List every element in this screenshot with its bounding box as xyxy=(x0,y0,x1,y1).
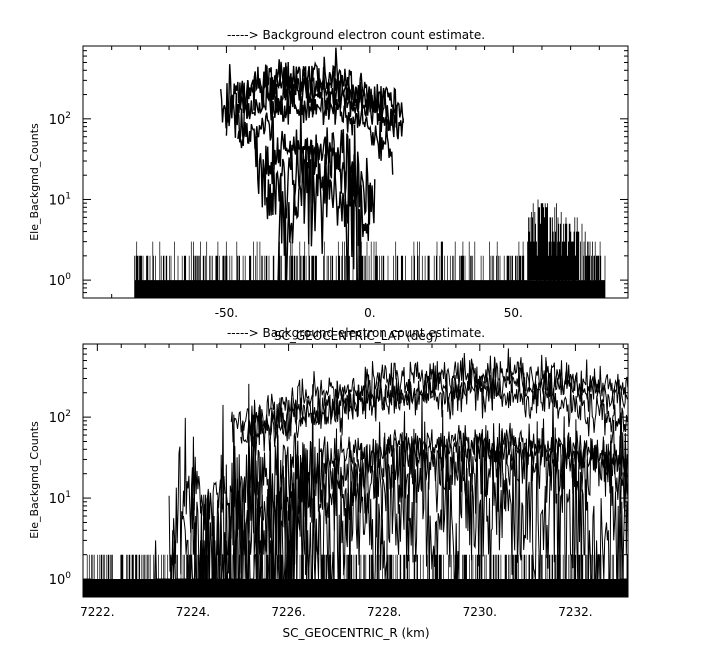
data-series-6 xyxy=(154,392,628,597)
data-series-6 xyxy=(277,124,359,298)
plot-frame xyxy=(82,45,629,299)
data-series-2 xyxy=(237,66,405,146)
x-tick-label: 0. xyxy=(364,306,375,320)
data-area xyxy=(134,47,606,298)
bump-series xyxy=(527,199,600,281)
chart-title: -----> Background electron count estimat… xyxy=(227,28,485,42)
x-tick-label: 7226. xyxy=(271,605,305,619)
y-tick-label: 100 xyxy=(49,571,72,588)
chart-title: -----> Background electron count estimat… xyxy=(227,326,485,340)
data-area xyxy=(83,348,628,597)
y-tick-label: 102 xyxy=(49,111,71,128)
chart-panel-latitude: -----> Background electron count estimat… xyxy=(28,28,629,320)
plot-frame xyxy=(82,343,629,598)
y-tick-label: 102 xyxy=(49,409,71,426)
data-series-3 xyxy=(237,80,394,175)
y-axis-label: Ele_Backgmd_Counts xyxy=(28,123,41,241)
x-tick-label: 7224. xyxy=(176,605,210,619)
data-series-3 xyxy=(168,417,628,575)
x-tick-label: 50. xyxy=(504,306,523,320)
x-tick-label: 7228. xyxy=(367,605,401,619)
chart-panel-radius: 7222. 7224. 7226. 7228. 7230. 7232.100101102 … xyxy=(28,343,629,640)
x-tick-label: 7232. xyxy=(558,605,592,619)
y-tick-label: 101 xyxy=(49,490,71,507)
x-axis-label: SC_GEOCENTRIC_LAT (deg) xyxy=(274,329,438,343)
noise-floor-series xyxy=(83,554,628,597)
x-tick-label: -50. xyxy=(215,306,238,320)
y-tick-label: 101 xyxy=(49,191,71,208)
x-axis-label: SC_GEOCENTRIC_R (km) xyxy=(283,626,430,640)
y-tick-label: 100 xyxy=(49,272,72,289)
x-tick-label: 7222. xyxy=(80,605,114,619)
y-axis-label: Ele_Backgmd_Counts xyxy=(28,421,41,539)
x-tick-label: 7230. xyxy=(463,605,497,619)
